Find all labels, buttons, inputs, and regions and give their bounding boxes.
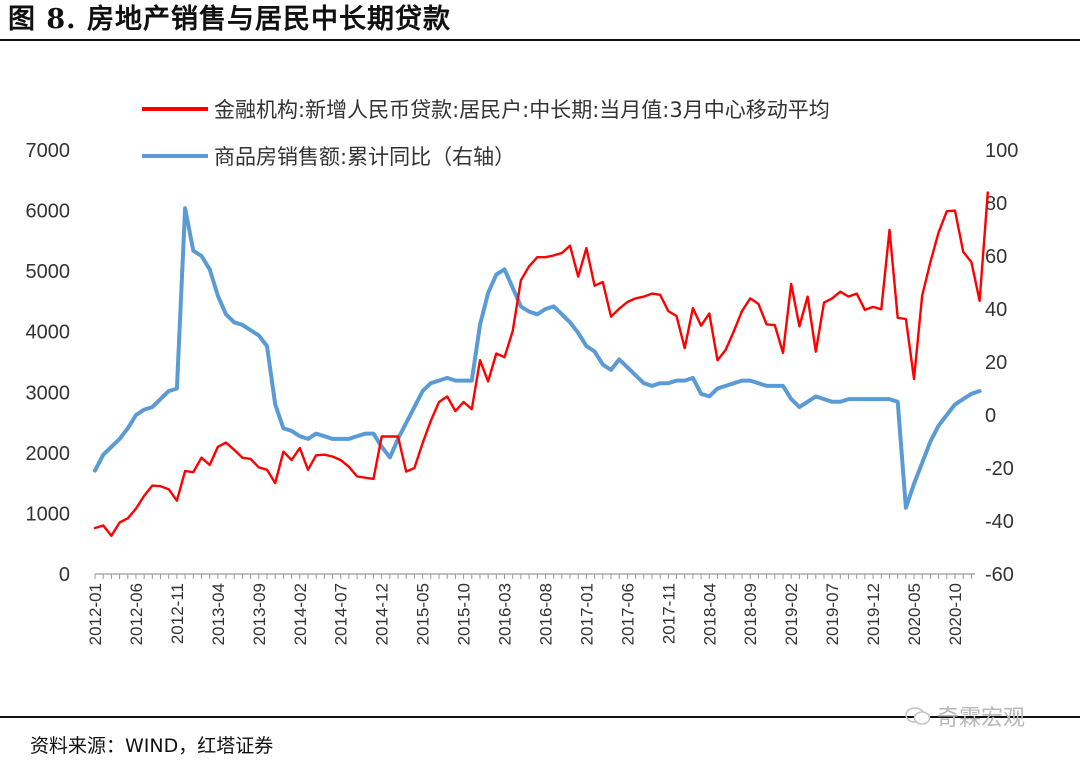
chart: 金融机构:新增人民币贷款:居民户:中长期:当月值:3月中心移动平均 商品房销售额… <box>26 98 1019 645</box>
watermark: 奇霖宏观 <box>905 700 1025 732</box>
title-rule <box>0 39 1080 41</box>
x-axis-tick-label: 2012-01 <box>86 583 105 645</box>
x-axis-tick-label: 2015-10 <box>455 583 474 645</box>
x-axis-tick-label: 2019-07 <box>823 583 842 645</box>
right-axis-tick-label: 80 <box>985 193 1007 215</box>
right-axis-tick-label: 100 <box>985 140 1018 162</box>
left-axis-tick-label: 5000 <box>26 261 71 283</box>
source-note: 资料来源：WIND，红塔证券 <box>30 735 274 757</box>
legend-label-loans: 金融机构:新增人民币贷款:居民户:中长期:当月值:3月中心移动平均 <box>214 98 830 122</box>
figure-title: 图 8. 房地产销售与居民中长期贷款 <box>8 4 451 35</box>
left-axis-tick-label: 4000 <box>26 322 71 344</box>
x-axis-tick-label: 2012-06 <box>127 583 146 645</box>
x-axis-tick-label: 2017-06 <box>618 583 637 645</box>
watermark-text: 奇霖宏观 <box>937 706 1026 731</box>
x-axis-tick-label: 2017-01 <box>577 583 596 645</box>
x-axis-tick-label: 2018-09 <box>741 583 760 645</box>
x-axis-tick-label: 2016-08 <box>536 583 555 645</box>
left-axis: 0 1000 2000 3000 4000 5000 6000 7000 <box>26 140 71 586</box>
x-axis-tick-label: 2014-02 <box>291 583 310 645</box>
legend-label-sales: 商品房销售额:累计同比（右轴） <box>214 145 515 169</box>
right-axis: -60 -40 -20 0 20 40 60 80 100 <box>985 140 1018 586</box>
right-axis-tick-label: -40 <box>985 511 1014 533</box>
left-axis-tick-label: 1000 <box>26 503 71 525</box>
series-line-loans <box>93 191 989 537</box>
x-axis-tick-label: 2013-04 <box>209 583 228 645</box>
left-axis-tick-label: 7000 <box>26 140 71 162</box>
left-axis-tick-label: 6000 <box>26 201 71 223</box>
x-axis-tick-label: 2015-05 <box>414 583 433 645</box>
footer-rule <box>0 716 1080 718</box>
series-layer <box>93 191 989 537</box>
right-axis-tick-label: -60 <box>985 564 1014 586</box>
x-axis-tick-label: 2019-12 <box>864 583 883 645</box>
x-axis-tick-label: 2020-05 <box>905 583 924 645</box>
x-axis-tick-label: 2018-04 <box>700 583 719 645</box>
x-axis-tick-label: 2016-03 <box>496 583 515 645</box>
left-axis-tick-label: 0 <box>59 564 70 586</box>
left-axis-tick-label: 2000 <box>26 443 71 465</box>
right-axis-tick-label: 60 <box>985 246 1007 268</box>
x-axis-tick-label: 2012-11 <box>168 583 187 644</box>
x-axis-tick-label: 2020-10 <box>946 583 965 645</box>
right-axis-tick-label: 40 <box>985 299 1007 321</box>
right-axis-tick-label: -20 <box>985 458 1014 480</box>
series-line-sales <box>93 206 982 510</box>
x-axis-tick-label: 2019-02 <box>782 583 801 645</box>
legend: 金融机构:新增人民币贷款:居民户:中长期:当月值:3月中心移动平均 商品房销售额… <box>142 98 830 169</box>
x-axis: 2012-01 2012-06 2012-11 2013-04 2013-09 2014-… <box>86 573 975 645</box>
x-axis-tick-label: 2014-12 <box>373 583 392 645</box>
x-axis-tick-label: 2017-11 <box>659 583 678 644</box>
x-axis-tick-label: 2013-09 <box>250 583 269 645</box>
wechat-icon <box>905 707 931 725</box>
right-axis-tick-label: 0 <box>985 405 996 427</box>
x-axis-tick-label: 2014-07 <box>332 583 351 645</box>
left-axis-tick-label: 3000 <box>26 382 71 404</box>
right-axis-tick-label: 20 <box>985 352 1007 374</box>
